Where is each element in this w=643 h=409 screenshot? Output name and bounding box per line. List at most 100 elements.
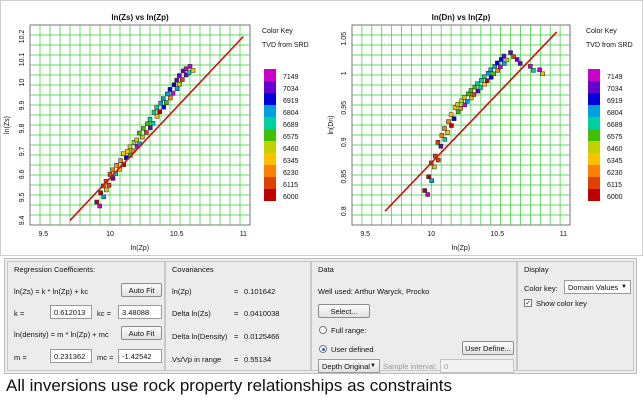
data-point	[491, 71, 496, 77]
select-button[interactable]: Select...	[318, 304, 370, 318]
color-swatch	[264, 81, 276, 93]
data-point	[502, 61, 507, 66]
color-swatch	[588, 129, 600, 141]
data-point	[114, 162, 119, 168]
color-key-value: 7149	[283, 74, 299, 81]
color-swatch	[588, 81, 600, 93]
data-point	[485, 71, 491, 76]
y-tick-label: 1.05	[341, 32, 348, 46]
y-tick-label: 10	[19, 78, 26, 86]
data-point	[468, 88, 474, 93]
data-point	[151, 110, 157, 115]
y-tick-label: 9.5	[19, 192, 26, 202]
y-axis-label: ln(Zs)	[4, 116, 11, 134]
k-field[interactable]: 0.612013	[50, 305, 92, 319]
full-range-radio[interactable]	[319, 326, 327, 334]
depth-select[interactable]: Depth Original ▼	[318, 359, 380, 373]
data-point	[180, 77, 185, 82]
data-point	[475, 88, 481, 94]
color-key-value: 7034	[283, 86, 299, 93]
sample-interval-field[interactable]: 0	[440, 359, 514, 373]
auto-fit-button-zs[interactable]: Auto Fit	[121, 283, 162, 297]
chevron-down-icon: ▼	[370, 363, 376, 369]
data-point	[170, 91, 176, 96]
data-point	[438, 143, 444, 149]
data-point	[537, 67, 542, 73]
cov-value: 0.55134	[244, 355, 272, 364]
color-key-label: Color key:	[524, 284, 558, 293]
data-point	[471, 92, 477, 97]
data-point	[110, 167, 115, 173]
kc-field[interactable]: 3.48088	[118, 305, 162, 319]
color-key-subtitle: TVD from SRD	[586, 42, 633, 49]
color-key-value: 6115	[283, 182, 298, 189]
data-point	[425, 192, 430, 197]
y-tick-label: 9.7	[19, 146, 26, 156]
show-color-key-checkbox[interactable]: ✓	[524, 299, 532, 307]
x-tick-label: 10.5	[491, 231, 505, 238]
data-point	[517, 61, 523, 66]
y-tick-label: 10.1	[19, 53, 26, 67]
data-point	[145, 121, 150, 127]
data-point	[171, 82, 177, 88]
y-tick-label: 0.9	[341, 137, 348, 147]
chevron-down-icon: ▼	[621, 284, 627, 290]
data-point	[488, 67, 493, 73]
data-point	[158, 100, 163, 106]
color-swatch	[264, 129, 276, 141]
color-swatch	[588, 189, 600, 201]
mc-field[interactable]: -1.42542	[118, 349, 162, 363]
show-color-key-label: Show color key	[536, 299, 587, 308]
plot-title: ln(Zs) vs ln(Zp)	[111, 13, 169, 22]
cov-eq: =	[234, 355, 239, 364]
x-tick-label: 11	[560, 231, 567, 238]
cov-value: 0.0410038	[244, 309, 280, 318]
data-point	[168, 95, 173, 101]
color-key-value: 7149	[607, 74, 623, 81]
data-point	[469, 95, 474, 101]
plots-area: ln(Zs) vs ln(Zp) 9.5 10 10.5 11 9.4 9.5 9.6 9.7 9…	[0, 0, 643, 257]
full-range-label: Full range:	[331, 326, 367, 335]
color-swatch	[264, 117, 276, 129]
data-point	[442, 137, 448, 142]
y-tick-label: 0.85	[341, 170, 348, 184]
data-point	[177, 81, 182, 87]
slide-caption: All inversions use rock property relatio…	[6, 376, 452, 395]
plot-lnzs-vs-lnzp: ln(Zs) vs ln(Zp) 9.5 10 10.5 11 9.4 9.5 9.6 9.7 9…	[4, 13, 309, 252]
x-axis-label: ln(Zp)	[131, 245, 149, 252]
data-point	[432, 164, 437, 170]
data-point	[501, 53, 507, 59]
color-key-value: 6230	[607, 170, 623, 177]
color-key-value: 6575	[607, 134, 623, 141]
data-point	[161, 104, 166, 110]
data-point	[472, 84, 478, 90]
color-key-select[interactable]: Domain Values ▼	[564, 280, 631, 294]
m-field[interactable]: 0.231362	[50, 349, 92, 363]
data-point	[514, 57, 520, 62]
color-key-value: 6345	[283, 158, 299, 165]
color-swatch	[264, 153, 276, 165]
color-swatch	[588, 117, 600, 129]
data-point	[492, 64, 497, 69]
data-point	[511, 54, 516, 59]
y-axis-label: ln(Dn)	[328, 115, 335, 134]
data-point	[439, 133, 445, 138]
color-swatch	[588, 93, 600, 105]
x-axis-label: ln(Zp)	[452, 245, 470, 252]
color-key-value: 6345	[607, 158, 623, 165]
user-define-button[interactable]: User Define...	[462, 341, 514, 355]
user-defined-label: User defined	[331, 345, 374, 354]
user-defined-radio[interactable]	[319, 345, 327, 353]
cov-eq: =	[234, 309, 239, 318]
m-label: m =	[14, 353, 27, 362]
data-point	[482, 81, 487, 87]
regression-group: Regression Coefficients: ln(Zs) = k * ln…	[7, 261, 165, 371]
data-point	[449, 123, 454, 128]
data-point	[466, 91, 471, 97]
data-point	[435, 157, 441, 163]
mc-label: mc =	[97, 353, 114, 362]
auto-fit-button-density[interactable]: Auto Fit	[121, 326, 162, 340]
y-tick-label: 0.95	[341, 101, 348, 115]
data-point	[183, 66, 189, 71]
data-point	[101, 194, 106, 200]
